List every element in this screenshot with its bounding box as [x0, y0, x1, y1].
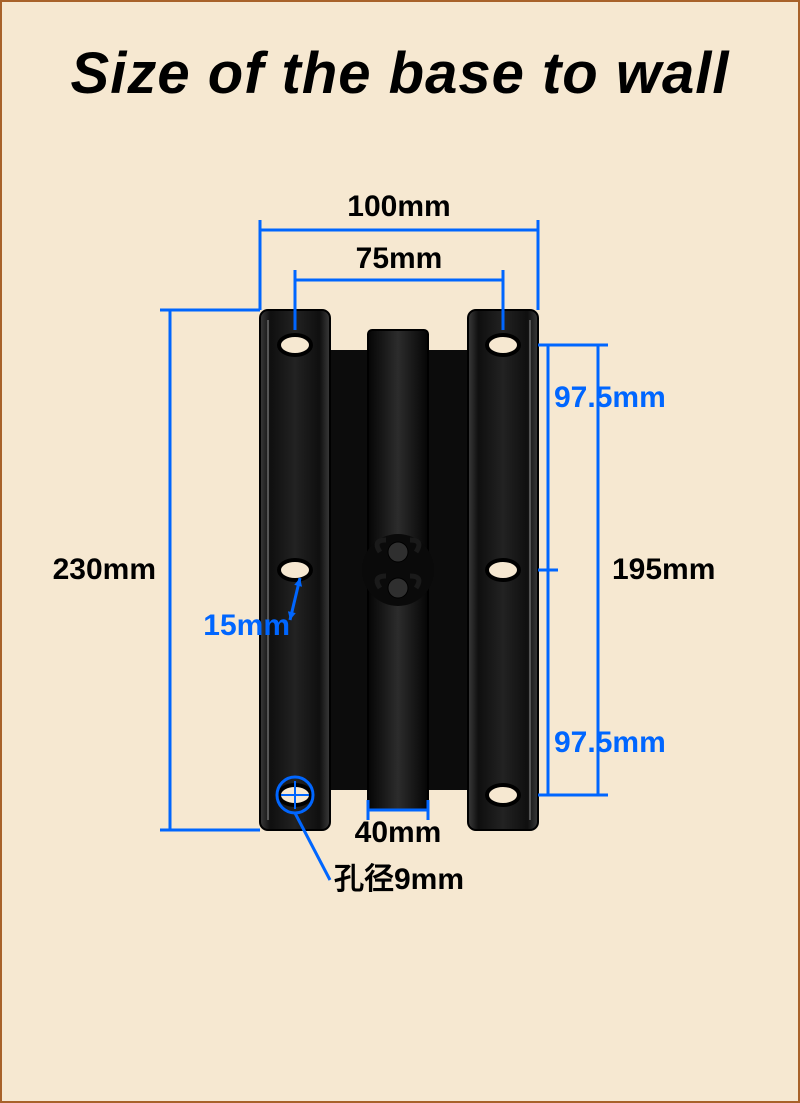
dim-97-upper: 97.5mm [554, 381, 666, 415]
dim-230mm: 230mm [53, 553, 156, 587]
dim-hole-9mm: 孔径9mm [334, 854, 464, 898]
dim-75mm: 75mm [356, 242, 443, 276]
diagram-canvas [0, 0, 800, 1103]
dim-15mm: 15mm [203, 609, 290, 643]
dim-100mm: 100mm [347, 190, 450, 224]
dim-195mm: 195mm [612, 553, 715, 587]
dim-97-lower: 97.5mm [554, 726, 666, 760]
dim-40mm: 40mm [355, 816, 442, 850]
